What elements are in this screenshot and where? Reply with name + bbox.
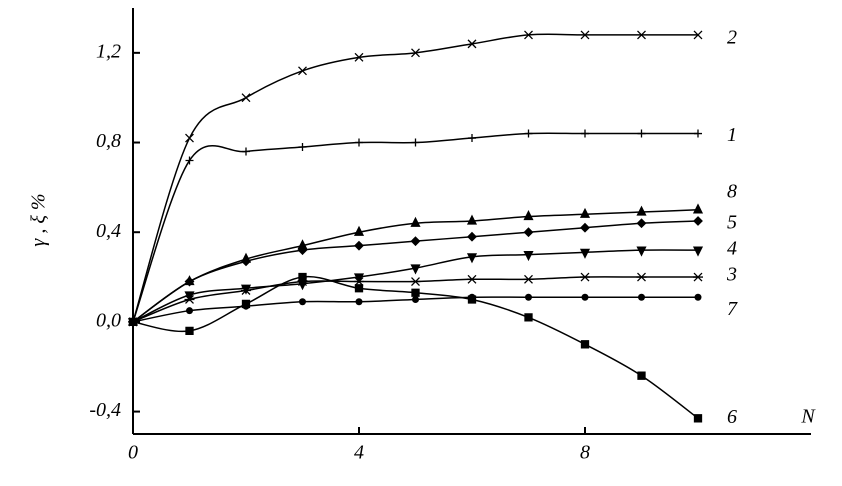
x-axis-label: N [800, 406, 816, 428]
x-tick-label: 4 [354, 442, 364, 464]
marker [638, 293, 645, 301]
series-label: 4 [727, 238, 737, 260]
marker [184, 291, 195, 302]
x-tick-label: 0 [128, 442, 138, 464]
y-tick-label: 0,4 [96, 220, 121, 242]
marker [524, 30, 533, 40]
marker [410, 264, 421, 275]
series-label: 2 [727, 26, 737, 48]
marker [693, 272, 703, 282]
series-line [132, 33, 698, 323]
x-tick-label: 8 [580, 442, 590, 464]
y-tick-label: -0,4 [89, 399, 121, 421]
series-label: 7 [727, 298, 738, 320]
marker [186, 307, 193, 315]
marker [297, 245, 308, 256]
marker [524, 129, 533, 138]
marker [410, 277, 421, 286]
marker [636, 246, 647, 257]
marker [354, 52, 364, 62]
series-label: 6 [727, 406, 737, 428]
marker [468, 134, 476, 143]
marker [410, 216, 421, 227]
marker [523, 227, 534, 238]
marker [466, 253, 478, 264]
marker [693, 30, 703, 40]
series-label: 5 [727, 212, 737, 234]
marker [185, 326, 194, 336]
marker [128, 317, 138, 327]
marker [298, 272, 307, 282]
marker [579, 248, 591, 259]
marker [523, 250, 534, 262]
y-axis-label: γ , ξ % [28, 193, 50, 246]
series-line [132, 132, 698, 323]
marker [355, 138, 363, 147]
marker [298, 143, 307, 152]
series-line [132, 249, 699, 323]
marker [523, 210, 534, 221]
marker [184, 276, 195, 287]
marker [525, 293, 532, 301]
marker [353, 273, 365, 284]
y-tick-label: 1,2 [96, 40, 121, 62]
series-label: 8 [727, 180, 737, 202]
marker [692, 203, 704, 214]
marker [412, 295, 419, 303]
marker [579, 207, 591, 218]
marker [637, 371, 646, 380]
marker [467, 39, 477, 49]
marker [298, 66, 307, 76]
marker [581, 129, 589, 138]
marker [411, 48, 420, 58]
marker [411, 288, 420, 297]
series-label: 1 [727, 124, 737, 146]
marker [580, 30, 590, 40]
marker [523, 274, 534, 284]
marker [467, 231, 477, 242]
marker [299, 298, 306, 306]
y-tick-label: 0,8 [96, 130, 121, 152]
marker [636, 218, 647, 229]
marker [241, 286, 251, 295]
marker [242, 147, 250, 156]
marker [467, 295, 477, 304]
marker [410, 236, 421, 247]
marker [692, 246, 704, 257]
marker [694, 129, 702, 138]
marker [241, 256, 251, 267]
marker [580, 222, 590, 233]
marker [636, 272, 647, 282]
marker [466, 214, 478, 225]
marker [580, 272, 590, 282]
marker [185, 133, 194, 143]
marker [184, 295, 195, 304]
marker [637, 30, 646, 40]
marker [694, 293, 702, 301]
series-label: 3 [726, 264, 737, 286]
marker [693, 216, 703, 226]
marker [353, 225, 365, 236]
marker [467, 274, 477, 284]
marker [241, 93, 251, 103]
marker [636, 205, 647, 216]
marker [524, 313, 533, 322]
marker [185, 156, 194, 165]
marker [581, 293, 589, 301]
marker [241, 299, 251, 309]
marker [354, 240, 364, 251]
marker [637, 129, 646, 138]
marker [693, 414, 703, 423]
marker [354, 284, 364, 293]
y-tick-label: 0,0 [96, 309, 121, 331]
marker [355, 298, 363, 306]
marker [580, 340, 590, 349]
marker [411, 138, 420, 147]
